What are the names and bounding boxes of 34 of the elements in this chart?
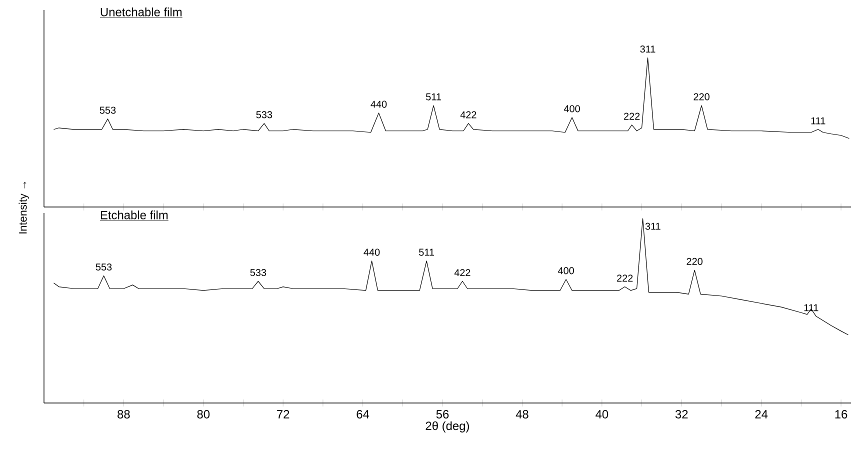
annotation: 511 <box>419 248 434 256</box>
x-tick-label: 56 <box>436 410 449 418</box>
x-tick-label: 80 <box>197 410 210 418</box>
annotation: 553 <box>100 106 116 114</box>
chart-title: Unetchable film <box>100 8 182 16</box>
annotation: 422 <box>454 269 470 276</box>
x-tick-label: 88 <box>118 410 130 418</box>
annotation: 533 <box>256 111 272 118</box>
x-tick-label: 72 <box>277 410 290 418</box>
annotation: 422 <box>460 111 476 118</box>
annotation: 222 <box>617 274 633 282</box>
annotation: 222 <box>624 112 640 120</box>
annotation: 220 <box>694 93 710 100</box>
annotation: 111 <box>811 117 826 124</box>
annotation: 400 <box>558 267 574 274</box>
annotation: 311 <box>645 222 660 230</box>
annotation: 440 <box>370 100 387 108</box>
x-tick-label: 16 <box>835 410 848 418</box>
y-axis-title: Intensity → <box>18 182 29 234</box>
x-axis-title: 2θ (deg) <box>426 421 469 432</box>
annotation: 553 <box>96 263 112 271</box>
annotation: 400 <box>564 105 580 112</box>
chart-title: Etchable film <box>100 210 168 220</box>
annotation: 533 <box>250 269 266 276</box>
x-tick-label: 48 <box>516 410 528 418</box>
x-tick-label: 64 <box>356 410 370 418</box>
annotation: 440 <box>364 248 380 256</box>
annotation: 220 <box>686 258 703 265</box>
x-tick-label: 24 <box>755 410 768 418</box>
x-tick-label: 32 <box>675 410 688 418</box>
annotation: 511 <box>426 93 442 100</box>
annotation: 311 <box>640 46 656 53</box>
annotation: 111 <box>804 304 818 312</box>
x-tick-label: 40 <box>596 410 608 418</box>
